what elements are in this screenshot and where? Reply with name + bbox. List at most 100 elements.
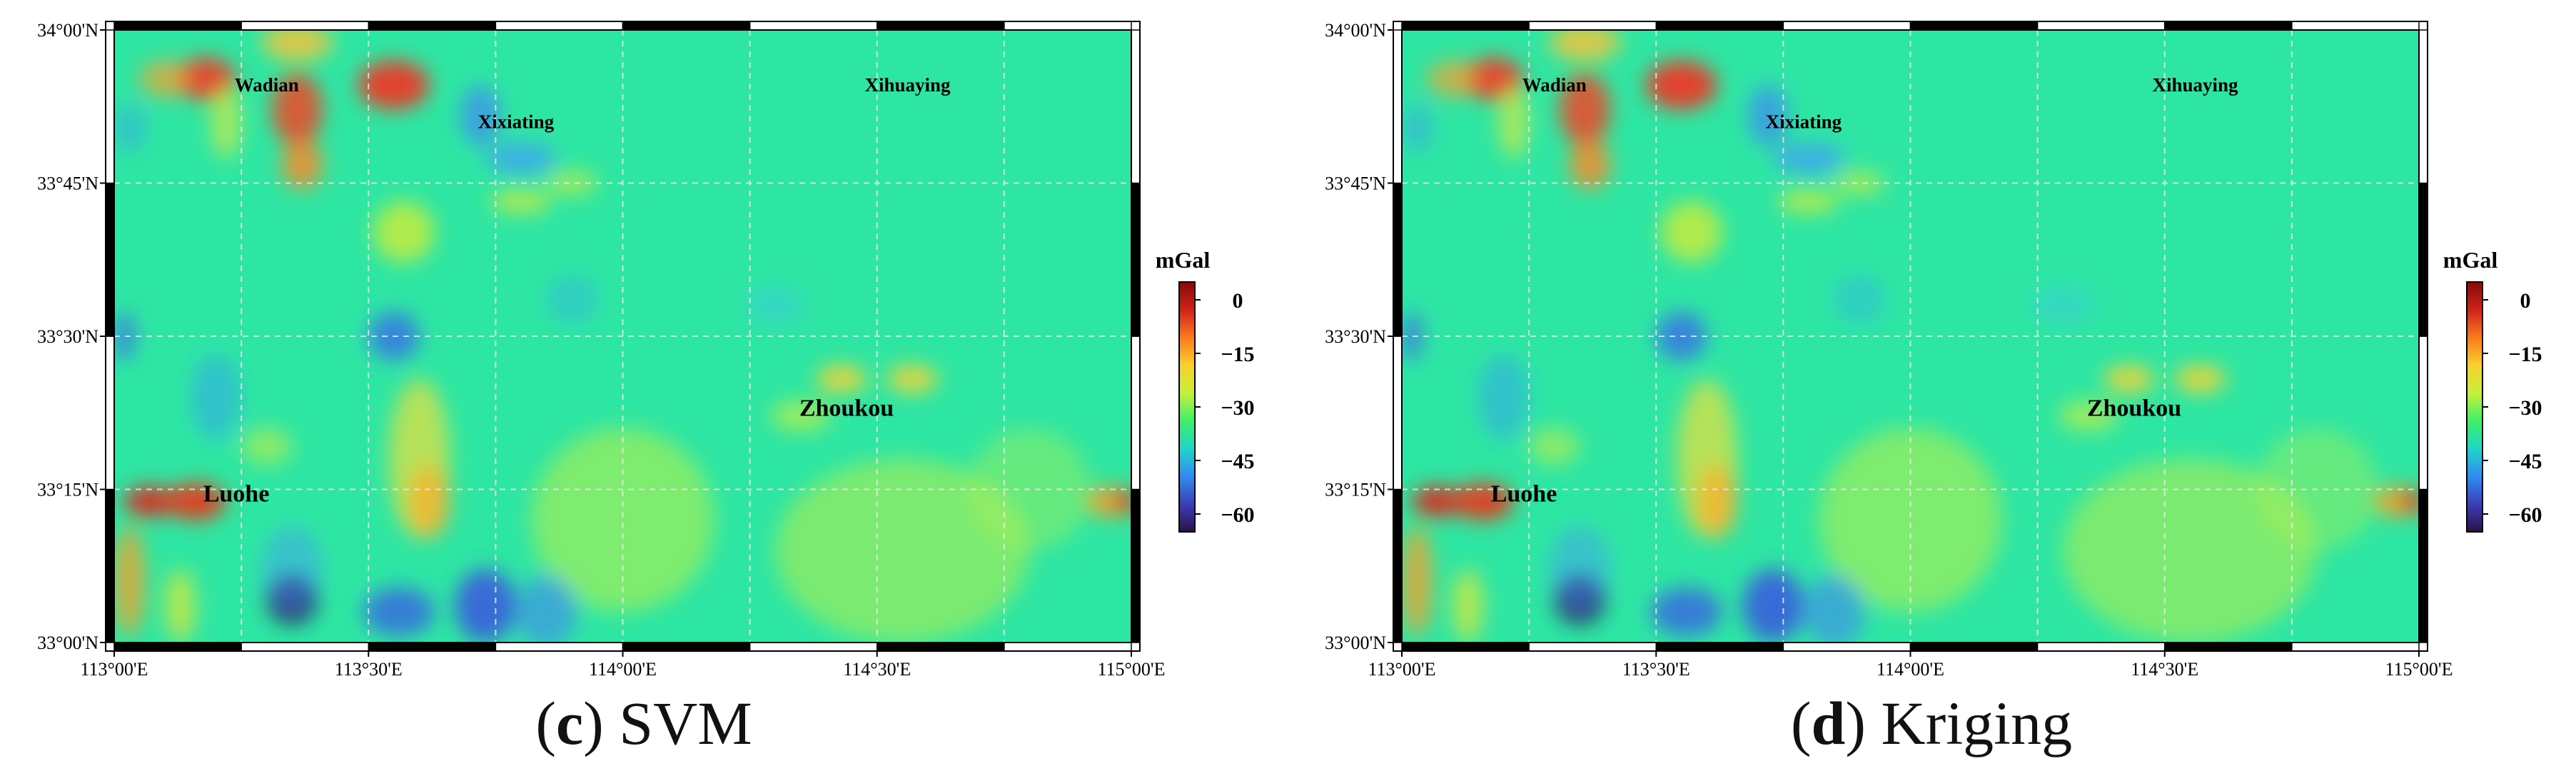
colorbar-tick-label: −45 <box>1221 450 1254 473</box>
map-frame <box>105 21 1141 652</box>
frame-segment <box>1393 29 1403 184</box>
map-frame <box>1393 21 2428 652</box>
anomaly-blob <box>2175 366 2226 393</box>
anomaly-blob <box>1661 201 1722 263</box>
anomaly-blob <box>282 140 323 190</box>
place-label-xixiating: Xixiating <box>478 111 555 132</box>
frame-segment <box>495 21 624 31</box>
anomaly-blob <box>1116 489 1131 514</box>
anomaly-blob <box>1549 30 1621 61</box>
anomaly-blob <box>1478 354 1530 440</box>
colorbar-title: mGal <box>1156 247 1211 273</box>
frame-segment <box>1131 336 1141 490</box>
frame-segment <box>1782 642 1911 652</box>
frame-segment <box>1393 182 1403 337</box>
anomaly-blob <box>363 587 435 637</box>
frame-segment <box>622 642 751 652</box>
frame-segment <box>2036 21 2166 31</box>
anomaly-blob <box>165 569 196 643</box>
frame-segment <box>1909 21 2039 31</box>
lat-label: 33°15'N <box>1325 480 1386 500</box>
anomaly-blob <box>261 30 333 61</box>
colorbar-tick-label: −30 <box>1221 396 1254 420</box>
anomaly-blob <box>1778 189 1839 214</box>
lat-label: 33°30'N <box>37 326 99 347</box>
anomaly-blob <box>139 60 191 98</box>
anomaly-blob <box>1651 587 1722 637</box>
anomaly-blob <box>2058 400 2119 431</box>
lat-label: 33°15'N <box>37 480 99 500</box>
frame-segment <box>1782 21 1911 31</box>
anomaly-field <box>1402 30 2419 643</box>
frame-segment <box>1401 642 1530 652</box>
anomaly-blob <box>1402 311 1423 361</box>
anomaly-blob <box>1570 140 1611 190</box>
frame-segment <box>749 642 878 652</box>
lat-label: 34°00'N <box>1325 20 1386 41</box>
lat-label: 33°45'N <box>37 173 99 194</box>
colorbar: mGal 0 −15 −30 −45 −60 <box>1156 247 1255 533</box>
frame-segment <box>113 21 242 31</box>
lon-label: 113°00'E <box>1368 659 1436 680</box>
axis-labels: 34°00'N 33°45'N 33°30'N 33°15'N 33°00'N 113°0… <box>37 20 1165 680</box>
anomaly-blob <box>455 569 516 643</box>
anomaly-blob <box>373 201 435 263</box>
frame-segment <box>2164 21 2293 31</box>
frame-segment <box>1393 488 1403 643</box>
anomaly-blob <box>1529 428 1580 465</box>
lon-label: 113°00'E <box>81 659 148 680</box>
anomaly-blob <box>460 85 501 147</box>
frame-segment <box>1528 21 1657 31</box>
lat-label: 34°00'N <box>37 20 99 41</box>
colorbar-title: mGal <box>2443 247 2498 273</box>
frame-segment <box>1393 336 1403 490</box>
anomaly-blob <box>546 171 597 196</box>
place-labels: Wadian Xixiating Xihuaying Zhoukou Luohe <box>1491 74 2238 508</box>
anomaly-blob <box>531 428 714 613</box>
grid <box>1402 30 2419 643</box>
frame-segment <box>1004 21 1132 31</box>
anomaly-blob <box>1498 85 1530 159</box>
place-label-luohe: Luohe <box>1491 481 1557 508</box>
frame-segment <box>1655 642 1784 652</box>
frame-segment <box>368 21 497 31</box>
anomaly-blob <box>546 275 597 324</box>
anomaly-blob <box>770 400 832 431</box>
anomaly-blob <box>485 143 557 174</box>
colorbar-tick-label: −60 <box>2508 503 2542 527</box>
anomaly-blob <box>261 525 323 613</box>
colorbar-ramp <box>1178 281 1196 533</box>
anomaly-blob <box>114 311 135 361</box>
lon-label: 114°30'E <box>843 659 911 680</box>
grid <box>114 30 1131 643</box>
frame-segment <box>622 21 751 31</box>
anomaly-blob <box>1819 428 2002 613</box>
frame-segment <box>368 642 497 652</box>
frame-segment <box>1131 29 1141 184</box>
anomaly-blob <box>190 354 242 440</box>
anomaly-blob <box>490 189 552 214</box>
anomaly-blob <box>1402 525 1433 637</box>
colorbar-tick-label: −15 <box>2508 343 2542 366</box>
frame-segment <box>2418 182 2428 337</box>
anomaly-field <box>114 30 1131 643</box>
panel-kriging: 34°00'N 33°45'N 33°30'N 33°15'N 33°00'N 113°0… <box>1288 0 2575 781</box>
frame-segment <box>105 336 115 490</box>
frame-segment <box>1655 21 1784 31</box>
frame-segment <box>105 182 115 337</box>
anomaly-blob <box>358 60 430 110</box>
anomaly-blob <box>2103 366 2155 393</box>
caption-kriging: (d) Kriging <box>1790 689 2073 757</box>
frame-segment <box>113 642 242 652</box>
colorbar-tick-label: 0 <box>2520 289 2531 313</box>
frame-segment <box>2418 29 2428 184</box>
frame-segment <box>495 642 624 652</box>
caption-svm: (c) SVM <box>535 689 752 757</box>
place-labels: Wadian Xixiating Xihuaying Zhoukou Luohe <box>203 74 951 508</box>
anomaly-blob <box>1697 465 1738 539</box>
anomaly-blob <box>165 483 226 520</box>
frame-segment <box>877 21 1005 31</box>
anomaly-blob <box>2063 458 2318 643</box>
anomaly-blob <box>2403 489 2419 514</box>
frame-segment <box>877 642 1005 652</box>
